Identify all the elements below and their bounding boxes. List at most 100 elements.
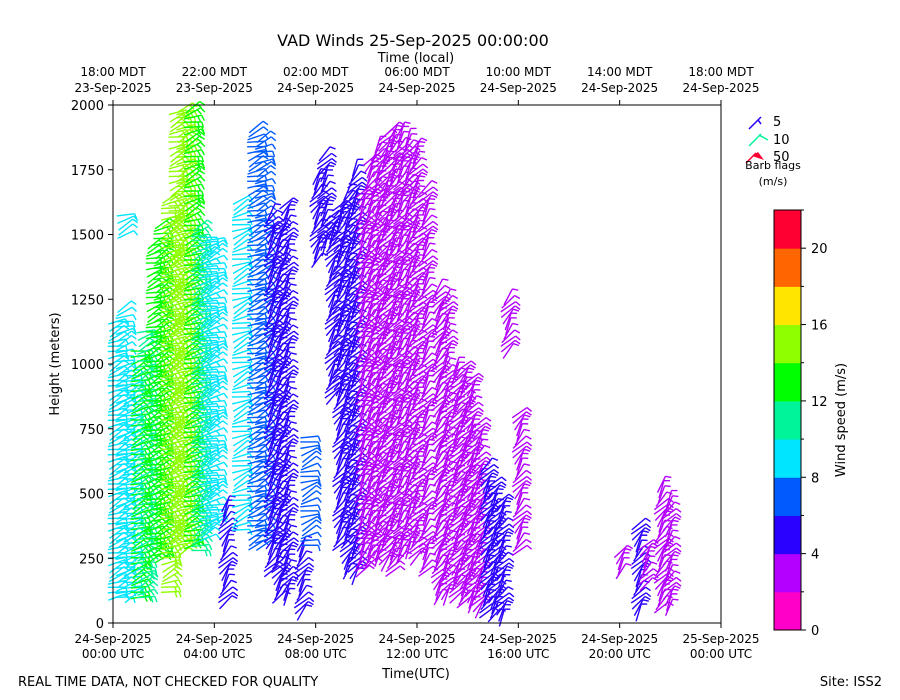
wind-barb-flag xyxy=(200,141,206,147)
wind-barb-flag xyxy=(149,475,156,480)
wind-barb-shaft xyxy=(254,185,273,188)
wind-barb xyxy=(221,529,236,547)
wind-barb-shaft xyxy=(131,571,148,584)
wind-barb-shaft xyxy=(107,579,126,585)
wind-barb-flag xyxy=(132,325,137,332)
wind-barb-flag xyxy=(149,578,156,584)
wind-barb-flag xyxy=(222,385,228,391)
wind-barb-shaft xyxy=(254,155,273,158)
wind-barb-flag xyxy=(153,572,159,578)
wind-barb-shaft xyxy=(107,545,126,551)
wind-barb-shaft xyxy=(160,310,180,313)
wind-barb-flag xyxy=(200,107,206,113)
wind-barb-flag xyxy=(223,469,228,476)
wind-barb-flag xyxy=(290,490,297,494)
wind-barb-shaft xyxy=(131,509,149,518)
wind-barb-flag xyxy=(197,184,202,191)
wind-barb-flag xyxy=(150,567,154,574)
wind-barb-flag xyxy=(293,227,299,233)
wind-barb-shaft xyxy=(124,453,140,466)
wind-barb-shaft xyxy=(115,531,134,535)
chart-title: VAD Winds 25-Sep-2025 00:00:00 xyxy=(277,31,549,50)
wind-barb-flag xyxy=(200,149,206,156)
wind-barb-shaft xyxy=(122,506,142,511)
wind-barb-flag xyxy=(150,590,155,596)
wind-barb-shaft xyxy=(206,237,225,242)
wind-barb-flag xyxy=(200,176,206,182)
top-axis-label: Time (local) xyxy=(377,51,454,66)
wind-barb xyxy=(115,314,137,321)
wind-barb-shaft xyxy=(231,528,250,531)
wind-barb xyxy=(232,280,254,288)
wind-barb-flag xyxy=(132,218,139,224)
wind-barb xyxy=(232,211,254,219)
wind-barb xyxy=(191,549,212,557)
wind-barb-shaft xyxy=(108,400,125,411)
wind-barb-flag xyxy=(223,358,229,365)
wind-barb-flag xyxy=(150,562,154,569)
wind-barb-shaft xyxy=(123,533,141,543)
wind-barb-shaft xyxy=(108,365,125,376)
wind-barb-flag xyxy=(153,588,159,595)
wind-barb-flag xyxy=(204,550,208,557)
wind-barb-shaft xyxy=(117,300,132,314)
wind-barb-shaft xyxy=(116,513,133,524)
wind-barb-flag xyxy=(143,573,149,579)
wind-barb-shaft xyxy=(254,396,273,399)
wind-barb-flag xyxy=(293,403,299,409)
wind-barb-flag xyxy=(150,596,154,603)
wind-barb-flag xyxy=(149,371,156,377)
wind-barb-shaft xyxy=(138,478,154,490)
barb-column-2 xyxy=(116,213,139,239)
wind-barb-shaft xyxy=(160,241,180,244)
wind-barb-shaft xyxy=(123,499,141,508)
wind-barb-flag xyxy=(196,172,202,178)
wind-barb-flag xyxy=(215,533,221,540)
wind-barb-shaft xyxy=(137,588,155,596)
wind-barb-flag xyxy=(130,300,137,305)
wind-barb-flag xyxy=(173,574,180,580)
wind-barb-flag xyxy=(270,170,277,176)
wind-barb-shaft xyxy=(124,487,140,500)
wind-barb-shaft xyxy=(116,444,133,455)
wind-barb-shaft xyxy=(115,499,134,508)
wind-barb-flag xyxy=(149,337,156,343)
wind-barb xyxy=(115,325,137,332)
wind-barb-flag xyxy=(272,185,276,192)
barb-column-16 xyxy=(231,195,254,536)
wind-barb-shaft xyxy=(232,487,250,494)
wind-barb-shaft xyxy=(115,417,134,423)
wind-barb-shaft xyxy=(136,457,155,461)
wind-barb-shaft xyxy=(107,338,126,345)
wind-barb-shaft xyxy=(115,568,134,577)
wind-barb-flag xyxy=(196,143,202,149)
wind-barb-shaft xyxy=(137,503,155,514)
wind-barb-flag xyxy=(143,504,149,510)
wind-barb-flag xyxy=(149,574,156,580)
wind-barb-shaft xyxy=(254,430,273,434)
wind-barb-flag xyxy=(293,296,299,302)
wind-barb-shaft xyxy=(124,458,140,471)
wind-barb-shaft xyxy=(131,405,149,415)
wind-barb-flag xyxy=(291,475,298,479)
wind-barb-flag xyxy=(232,551,239,557)
wind-barb-flag xyxy=(222,420,228,426)
wind-barb-shaft xyxy=(147,547,163,560)
wind-barb-shaft xyxy=(124,492,140,505)
wind-barb-shaft xyxy=(138,546,154,559)
wind-barb-flag xyxy=(293,266,299,271)
wind-barb-shaft xyxy=(136,388,155,392)
wind-barb-flag xyxy=(204,227,210,234)
wind-barb xyxy=(118,218,139,231)
wind-barb-shaft xyxy=(131,502,148,515)
wind-barb-shaft xyxy=(108,468,125,480)
wind-barb-shaft xyxy=(131,474,149,484)
wind-barb-shaft xyxy=(115,428,134,432)
wind-barb-shaft xyxy=(122,368,142,373)
wind-barb-flag xyxy=(223,434,228,442)
wind-barb-shaft xyxy=(206,296,225,300)
wind-barb-shaft xyxy=(206,262,225,266)
wind-barb xyxy=(116,213,138,220)
wind-barb-shaft xyxy=(206,400,225,404)
wind-barb-shaft xyxy=(122,516,142,521)
